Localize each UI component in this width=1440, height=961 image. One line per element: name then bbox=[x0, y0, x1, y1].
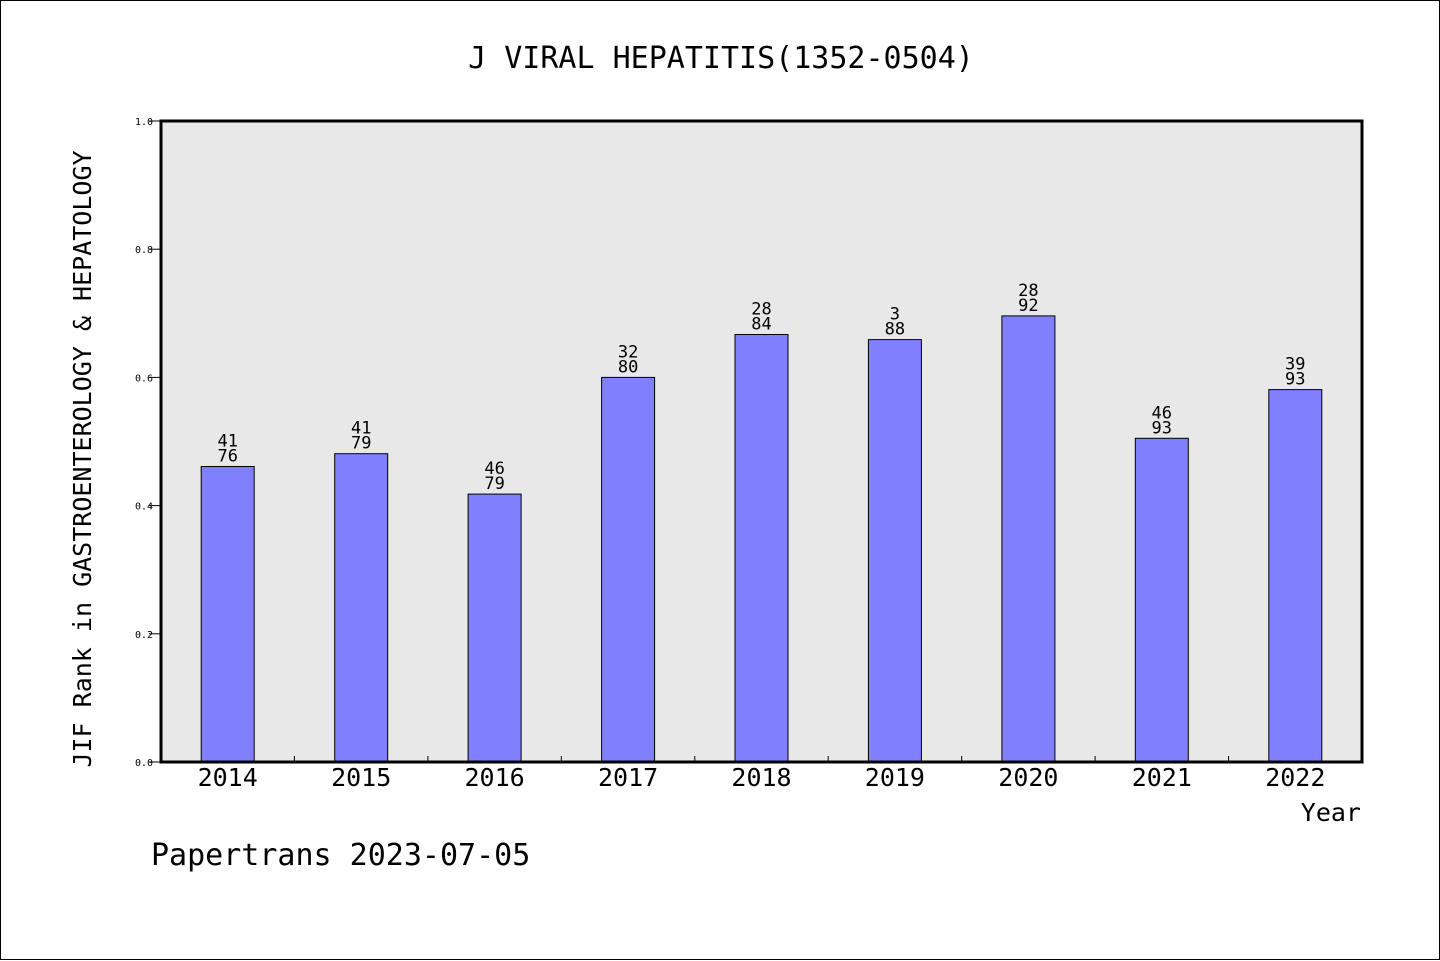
bar-2019 bbox=[867, 339, 922, 763]
bar-total-label-2022: 93 bbox=[1285, 370, 1305, 390]
footer-credit: Papertrans 2023-07-05 bbox=[151, 838, 530, 873]
bar-2016 bbox=[467, 493, 522, 763]
y-tick-label: 0.0 bbox=[135, 758, 153, 769]
bar-total-label-2018: 84 bbox=[751, 315, 771, 335]
y-axis-title: JIF Rank in GASTROENTEROLOGY & HEPATOLOG… bbox=[68, 150, 97, 767]
bar-rank-label-2017: 32 bbox=[618, 342, 638, 362]
bar-2022 bbox=[1268, 389, 1323, 763]
bar-2014 bbox=[200, 466, 255, 763]
bar-2015 bbox=[334, 453, 389, 763]
y-tick-label: 0.2 bbox=[135, 630, 153, 641]
bar-total-label-2020: 92 bbox=[1018, 296, 1038, 316]
plot-border bbox=[159, 119, 1364, 764]
bar-rank-label-2018: 28 bbox=[751, 300, 771, 320]
x-tick-label-2015: 2015 bbox=[331, 763, 391, 792]
bar-2018 bbox=[734, 334, 789, 763]
x-tick-label-2020: 2020 bbox=[998, 763, 1058, 792]
bar-total-label-2016: 79 bbox=[484, 474, 504, 494]
bar-2017 bbox=[601, 376, 656, 763]
chart-title: J VIRAL HEPATITIS(1352-0504) bbox=[468, 41, 974, 76]
x-tick-label-2021: 2021 bbox=[1132, 763, 1192, 792]
x-tick-label-2019: 2019 bbox=[865, 763, 925, 792]
x-tick-label-2018: 2018 bbox=[731, 763, 791, 792]
bar-rank-label-2022: 39 bbox=[1285, 355, 1305, 375]
x-tick-label-2016: 2016 bbox=[464, 763, 524, 792]
bar-2021 bbox=[1134, 437, 1189, 763]
bar-rank-label-2015: 41 bbox=[351, 419, 371, 439]
bar-total-label-2017: 80 bbox=[618, 357, 638, 377]
x-tick-label-2022: 2022 bbox=[1265, 763, 1325, 792]
bar-rank-label-2016: 46 bbox=[484, 459, 504, 479]
bar-rank-label-2021: 46 bbox=[1152, 403, 1172, 423]
x-axis-title: Year bbox=[1301, 798, 1361, 827]
bar-total-label-2021: 93 bbox=[1152, 418, 1172, 438]
y-tick-label: 0.4 bbox=[135, 502, 153, 513]
x-axis: 2014 2015 2016 2017 2018 2019 2020 2021 2022 bbox=[198, 756, 1325, 792]
bar-total-label-2014: 76 bbox=[217, 447, 237, 467]
bar-total-label-2019: 88 bbox=[885, 320, 905, 340]
bars-group bbox=[200, 315, 1323, 763]
y-axis: 0.0 0.2 0.4 0.6 0.8 1.0 bbox=[135, 117, 161, 769]
x-tick-label-2014: 2014 bbox=[198, 763, 258, 792]
bar-rank-label-2014: 41 bbox=[217, 432, 237, 452]
y-tick-label: 0.8 bbox=[135, 245, 153, 256]
bar-rank-label-2020: 28 bbox=[1018, 281, 1038, 301]
y-tick-label: 0.6 bbox=[135, 373, 153, 384]
x-tick-label-2017: 2017 bbox=[598, 763, 658, 792]
y-tick-label: 1.0 bbox=[135, 117, 153, 128]
bar-total-label-2015: 79 bbox=[351, 434, 371, 454]
bar-rank-label-2019: 3 bbox=[890, 305, 900, 325]
bar-2020 bbox=[1001, 315, 1056, 763]
